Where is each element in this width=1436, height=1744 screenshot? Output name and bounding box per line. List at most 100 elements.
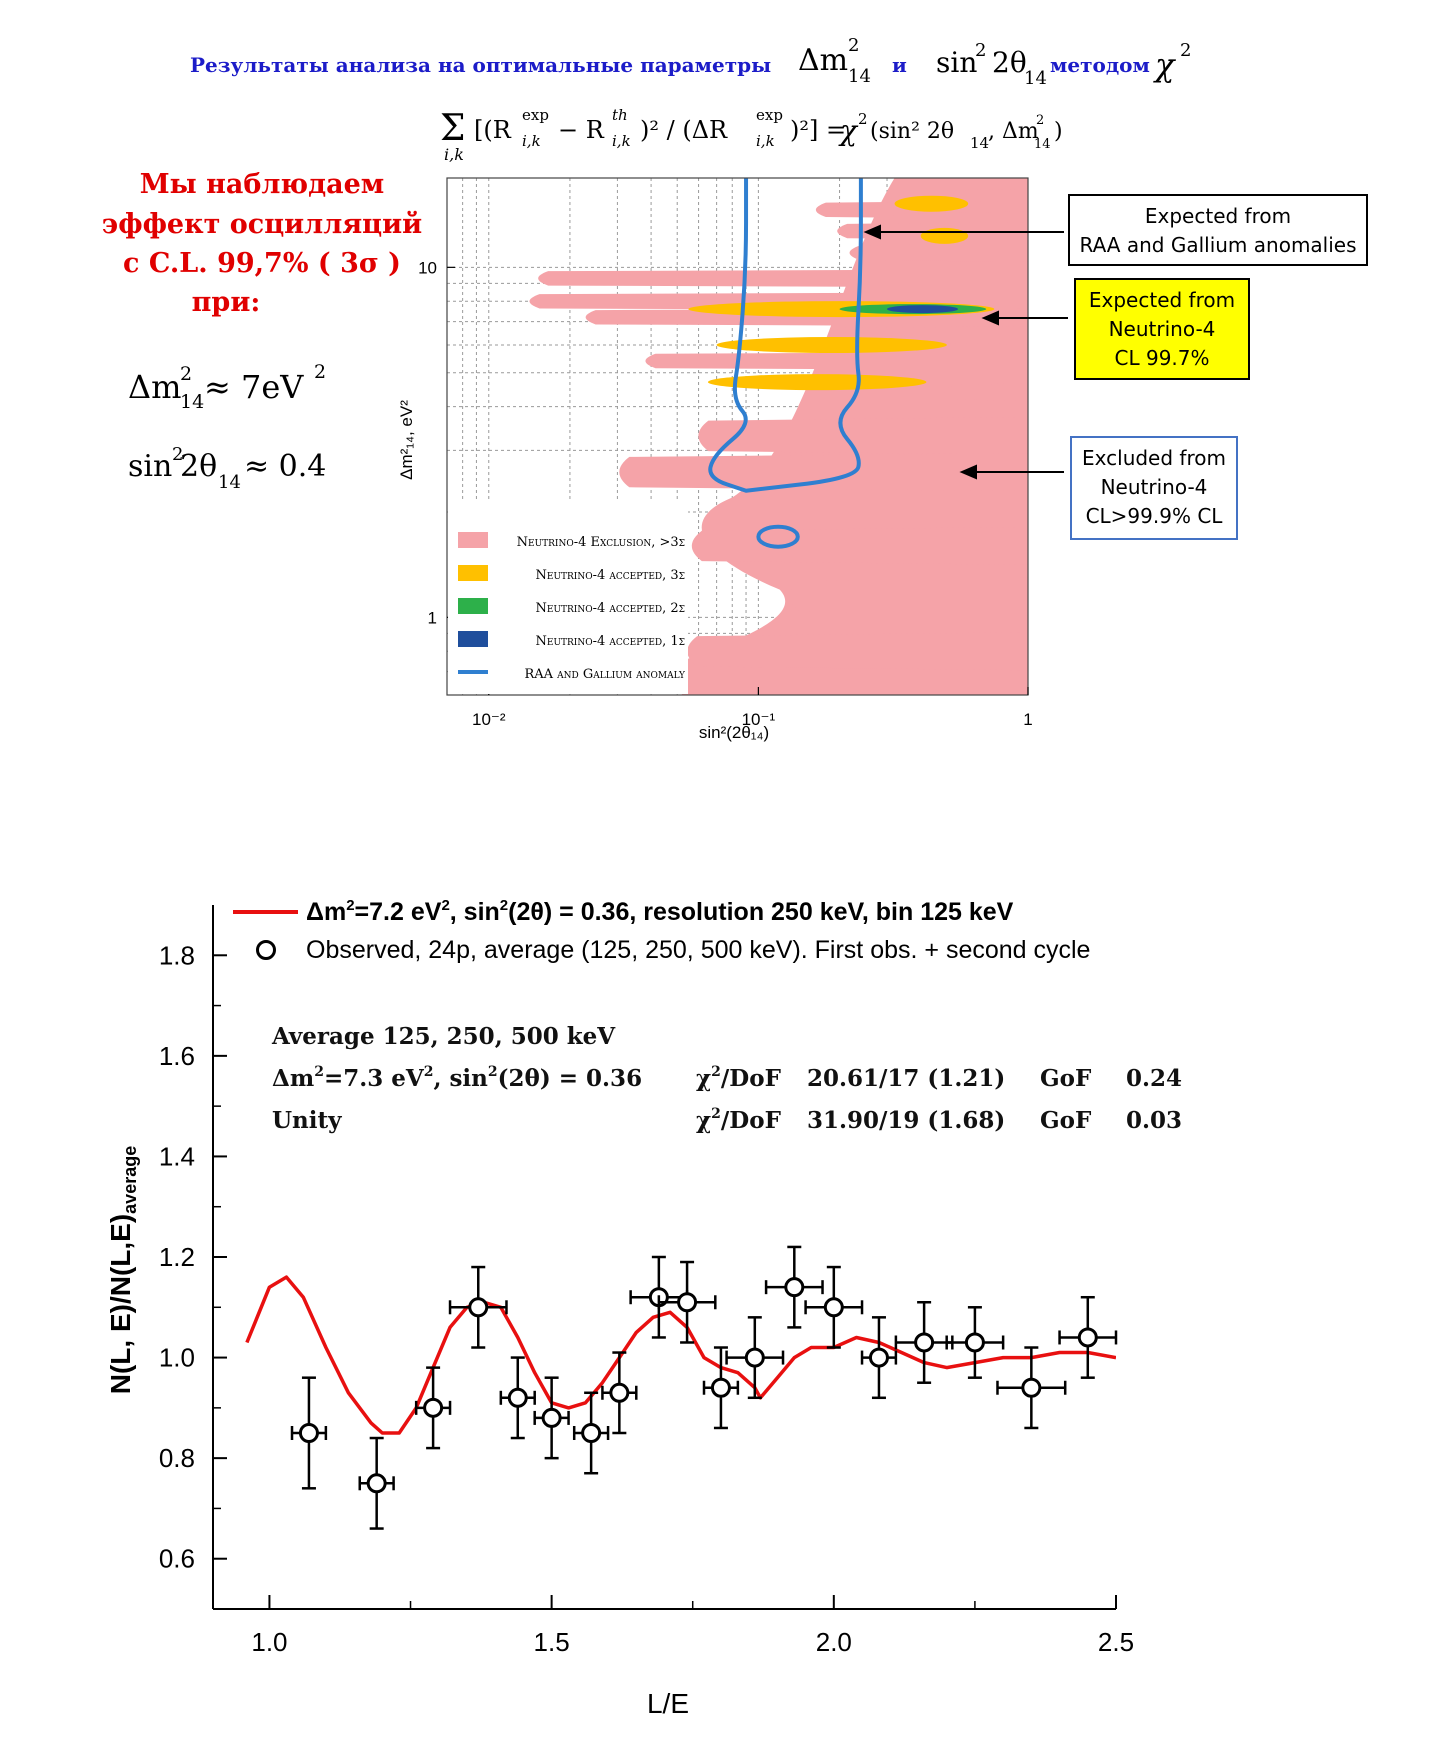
- observed-point: [945, 1306, 1005, 1379]
- callout-neutrino4-excluded: Excluded from Neutrino-4 CL>99.9% CL: [1070, 436, 1238, 540]
- observed-point: [601, 1351, 638, 1435]
- title-method: методом: [1050, 53, 1150, 77]
- legend-label: Neutrino-4 accepted, 1σ: [536, 634, 686, 649]
- title-param1-sup: 2: [848, 35, 859, 56]
- result-values: Δm 2 14 ≈ 7eV 2 sin 2 2θ 14 ≈ 0.4: [128, 361, 326, 493]
- formula-rhs-args2: , Δm: [988, 119, 1039, 144]
- legend-swatch: [458, 598, 488, 614]
- stats-heading: Average 125, 250, 500 keV: [271, 1023, 616, 1050]
- observed-point: [533, 1376, 570, 1460]
- legend-label: RAA and Gallium anomaly: [524, 667, 686, 682]
- exclusion-plot-xlabel: sin²(2θ₁₄): [699, 723, 769, 742]
- formula-rhs-args: (sin² 2θ: [870, 119, 954, 144]
- accepted-island: [716, 336, 947, 353]
- exclusion-finger: [538, 269, 1028, 288]
- result-sin-sup: 2: [172, 444, 183, 465]
- callout-excluded-line-2: Neutrino-4: [1100, 475, 1208, 499]
- formula-rhs-chi: χ: [838, 114, 859, 147]
- title-lead: Результаты анализа на оптимальные параме…: [190, 53, 771, 77]
- legend-swatch: [458, 565, 488, 581]
- exclusion-finger: [645, 352, 1028, 371]
- y-tick-label: 10: [418, 258, 437, 277]
- stats-row2-gof-label: GoF: [1040, 1107, 1092, 1134]
- callout-expected-line-1: Expected from: [1088, 288, 1236, 312]
- title-param2: sin: [936, 46, 977, 79]
- callout-raa-line-1: Expected from: [1144, 204, 1292, 228]
- callout-raa-expected: Expected from RAA and Gallium anomalies: [1068, 194, 1368, 266]
- statement-line-2: эффект осцилляций: [102, 209, 422, 240]
- observed-point: [860, 1316, 898, 1400]
- observed-point: [572, 1391, 610, 1475]
- formula-sum: Σ: [440, 108, 465, 149]
- statement-line-1: Мы наблюдаем: [140, 169, 384, 200]
- title-param1: Δm: [798, 43, 848, 78]
- x-tick-label: 10⁻²: [472, 710, 506, 729]
- chi-square-formula: Σ i,k [(R exp i,k − R th i,k )² / (ΔR ex…: [440, 106, 1063, 164]
- x-tick-label: 1.0: [251, 1627, 287, 1657]
- formula-rhs-args-sub: 14: [970, 134, 989, 152]
- formula-rhs-args2-sup: 2: [1036, 113, 1044, 128]
- formula-minus: − R: [558, 116, 605, 144]
- observed-point: [702, 1346, 740, 1430]
- y-tick-label: 0.6: [159, 1544, 195, 1574]
- statement-line-3: с C.L. 99,7% ( 3σ ): [123, 248, 401, 279]
- callout-expected-line-3: CL 99.7%: [1114, 346, 1210, 370]
- observed-point: [764, 1245, 824, 1329]
- title-param2-mid: 2θ: [992, 46, 1027, 79]
- ratio-plot-legend: Δm2=7.2 eV2, sin2(2θ) = 0.36, resolution…: [233, 897, 1090, 964]
- fit-statistics: Average 125, 250, 500 keV Δm2=7.3 eV2, s…: [271, 1023, 1182, 1134]
- formula-th-sup: th: [612, 106, 628, 124]
- observed-point: [499, 1356, 536, 1440]
- observed-point: [414, 1366, 452, 1450]
- svg-text:Δm: Δm: [798, 43, 848, 78]
- title-chi-sup: 2: [1180, 40, 1191, 61]
- stats-row1-gof-label: GoF: [1040, 1065, 1092, 1092]
- stats-row1-chi: 20.61/17 (1.21): [807, 1065, 1005, 1092]
- oscillation-statement: Мы наблюдаем эффект осцилляций с C.L. 99…: [102, 169, 422, 318]
- ratio-plot: 0.6 0.8 1.0 1.2 1.4 1.6 1.8 1.0 1.5 2.0 2.5 Δm2=7.…: [105, 897, 1182, 1719]
- title-param1-sub: 14: [848, 66, 871, 87]
- exclusion-plot-frame: [446, 177, 1029, 696]
- y-tick-label: 1.8: [159, 940, 195, 970]
- formula-mid: )² / (ΔR: [640, 116, 728, 144]
- legend-label: Neutrino-4 Exclusion, >3σ: [517, 535, 685, 550]
- result-dm-sub: 14: [180, 391, 204, 413]
- y-tick-label: 1: [428, 608, 437, 627]
- legend-label: Neutrino-4 accepted, 2σ: [536, 601, 686, 616]
- observed-point: [804, 1265, 864, 1349]
- formula-exp-sup2: exp: [756, 106, 783, 124]
- exclusion-finger: [789, 577, 1028, 616]
- formula-th-sub: i,k: [612, 132, 631, 150]
- accepted-island: [707, 374, 927, 391]
- observed-point: [448, 1265, 508, 1349]
- title-and: и: [892, 53, 907, 77]
- formula-lhs: [(R: [474, 116, 512, 144]
- x-tick-label: 10⁻¹: [742, 710, 776, 729]
- callout-arrows: [863, 224, 1068, 480]
- formula-exp-sup: exp: [522, 106, 549, 124]
- callout-expected-line-2: Neutrino-4: [1108, 317, 1216, 341]
- y-tick-label: 1.2: [159, 1242, 195, 1272]
- formula-exp-sub: i,k: [522, 132, 541, 150]
- raa-gallium-contour: [708, 178, 863, 549]
- page-title: Результаты анализа на оптимальные параме…: [190, 35, 1191, 89]
- legend-swatch: [458, 631, 488, 647]
- title-param2-sub: 14: [1024, 68, 1047, 89]
- callout-raa-line-2: RAA and Gallium anomalies: [1079, 233, 1357, 257]
- result-sin-sub: 14: [218, 472, 241, 493]
- fit-curve-line: [245, 1275, 1116, 1435]
- formula-exp-sub2: i,k: [756, 132, 775, 150]
- result-dm-rhs: ≈ 7eV: [204, 368, 304, 406]
- x-tick-label: 1.5: [534, 1627, 570, 1657]
- callout-excluded-line-3: CL>99.9% CL: [1085, 504, 1223, 528]
- y-tick-label: 1.6: [159, 1041, 195, 1071]
- observed-point: [657, 1260, 717, 1344]
- formula-rhs-args2-sub: 14: [1034, 137, 1051, 152]
- ratio-plot-xlabel: L/E: [647, 1688, 689, 1719]
- formula-end: )²] =: [790, 116, 846, 144]
- title-chi: χ: [1153, 46, 1176, 84]
- y-tick-label: 1.0: [159, 1343, 195, 1373]
- exclusion-finger: [687, 632, 1028, 671]
